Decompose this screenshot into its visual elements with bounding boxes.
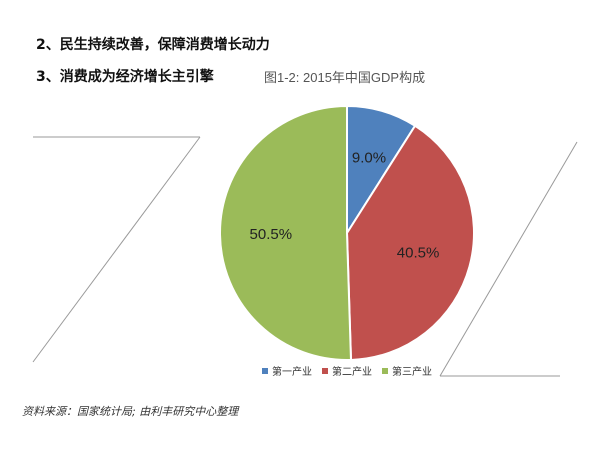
data-label-1: 9.0% (352, 149, 386, 166)
legend-label-3: 第三产业 (392, 365, 432, 378)
section-heading-3: 3、消费成为经济增长主引擎 (36, 69, 214, 85)
deco-line-right-diagonal (439, 141, 578, 377)
pie-slice-2 (345, 124, 475, 361)
legend-swatch-3 (382, 368, 388, 374)
legend-swatch-2 (322, 368, 328, 374)
data-label-2: 40.5% (397, 244, 440, 261)
legend-label-2: 第二产业 (332, 365, 372, 378)
legend-swatch-1 (262, 368, 268, 374)
source-note: 资料来源：国家统计局; 由利丰研究中心整理 (22, 405, 239, 418)
data-label-3: 50.5% (250, 226, 293, 243)
pie-slice-3 (219, 104, 353, 361)
chart-title: 图1-2: 2015年中国GDP构成 (264, 70, 426, 85)
deco-line-left-diagonal (32, 136, 201, 363)
section-heading-2: 2、民生持续改善，保障消费增长动力 (36, 37, 270, 53)
legend-label-1: 第一产业 (272, 365, 312, 378)
